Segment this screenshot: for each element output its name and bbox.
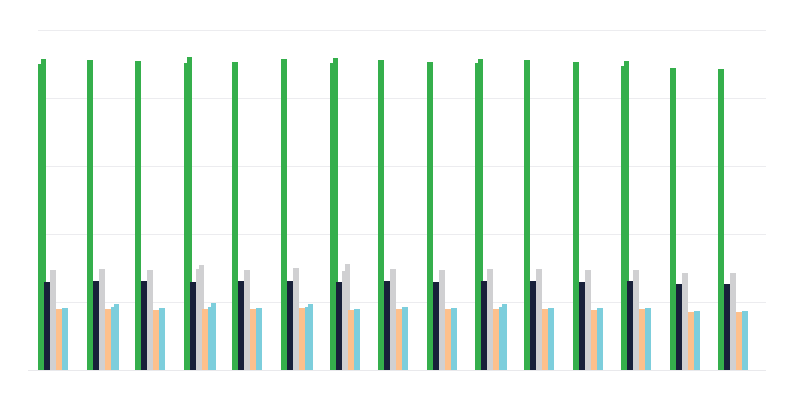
bar-series-orange	[347, 310, 354, 370]
bar-series-navy	[335, 281, 342, 370]
bar-group	[572, 30, 603, 370]
bar-group	[38, 30, 68, 370]
bar-series-navy	[627, 280, 634, 370]
bar-series-green	[329, 62, 336, 370]
bar-group	[135, 30, 166, 370]
bar-series-green	[426, 61, 433, 370]
bar-group	[329, 30, 360, 370]
bar-series-green	[621, 66, 628, 370]
bar-series-lightblue	[742, 310, 749, 370]
bar-series-gray	[487, 269, 494, 370]
bar-series-green	[718, 68, 725, 370]
bar-group	[86, 30, 119, 370]
bar-series-navy	[287, 281, 293, 370]
bar-series-orange	[590, 309, 597, 370]
bar-series-orange	[639, 309, 646, 370]
bar-series-gray	[98, 269, 105, 370]
bar-group	[281, 30, 313, 370]
bar-series-gray	[244, 269, 251, 370]
bar-series-navy	[530, 280, 536, 370]
bar-group	[232, 30, 263, 370]
bar-series-orange	[542, 309, 548, 370]
bar-series-navy	[578, 281, 585, 370]
bar-group	[475, 30, 508, 370]
bar-series-gray	[341, 270, 348, 370]
bar-series-gray	[584, 270, 591, 370]
bar-series-navy	[189, 281, 196, 370]
bar-series-orange	[444, 309, 451, 370]
bar-series-orange	[250, 309, 257, 370]
bar-series-lightblue	[159, 308, 166, 370]
bar-series-orange	[396, 309, 403, 370]
bar-series-orange	[736, 311, 743, 370]
bar-series-lightblue	[207, 307, 214, 370]
bar-group	[378, 30, 409, 370]
bar-series-lightblue	[305, 306, 311, 370]
bar-series-gray	[195, 268, 202, 370]
bar-series-navy	[92, 280, 99, 370]
bar-series-orange	[56, 309, 62, 370]
bar-series-lightblue	[645, 308, 652, 370]
bar-series-gray	[681, 272, 688, 370]
bar-series-orange	[104, 309, 111, 370]
bar-series-navy	[432, 281, 439, 370]
bar-series-gray	[293, 268, 299, 370]
bar-series-green	[475, 63, 482, 370]
bar-series-gray	[438, 270, 445, 370]
bar-series-orange	[687, 311, 694, 370]
bar-series-gray	[50, 270, 56, 370]
bar-series-green	[86, 59, 93, 370]
bar-series-green	[183, 62, 190, 370]
bar-series-lightblue	[353, 308, 360, 370]
bar-group	[669, 30, 700, 370]
bar-series-lightblue	[402, 307, 409, 370]
bar-series-lightblue	[450, 308, 457, 370]
bar-series-lightblue	[110, 307, 117, 370]
bar-series-lightblue	[693, 310, 700, 370]
bar-series-green	[281, 59, 287, 370]
bar-group	[718, 30, 749, 370]
bar-series-green	[378, 60, 385, 370]
bar-series-navy	[384, 280, 391, 370]
bar-series-lightblue	[499, 307, 506, 370]
bar-series-green	[669, 67, 676, 370]
bar-series-navy	[481, 281, 488, 370]
bar-series-gray	[147, 270, 154, 370]
bar-series-green	[232, 61, 239, 370]
bar-series-navy	[724, 284, 731, 370]
bar-series-orange	[201, 308, 208, 370]
bar-series-green	[135, 60, 142, 370]
bar-series-lightblue	[596, 308, 603, 370]
bar-series-green	[524, 59, 530, 370]
bar-series-gray	[633, 269, 640, 370]
bar-series-navy	[44, 281, 50, 370]
bar-series-gray	[390, 269, 397, 370]
bar-series-lightblue	[256, 307, 263, 370]
bar-series-lightblue	[548, 307, 554, 370]
bar-series-orange	[299, 308, 305, 370]
bar-group	[183, 30, 216, 370]
bar-series-green	[572, 62, 579, 370]
bar-series-gray	[730, 273, 737, 370]
bar-series-gray	[536, 268, 542, 370]
bar-series-lightblue	[62, 308, 68, 370]
bar-group	[524, 30, 554, 370]
bar-series-navy	[238, 280, 245, 370]
bar-group	[426, 30, 457, 370]
bar-series-orange	[153, 309, 160, 370]
bar-series-green	[38, 64, 44, 370]
bar-series-orange	[493, 308, 500, 370]
bar-group	[621, 30, 652, 370]
bar-series-navy	[141, 281, 148, 370]
bar-series-navy	[675, 283, 682, 370]
